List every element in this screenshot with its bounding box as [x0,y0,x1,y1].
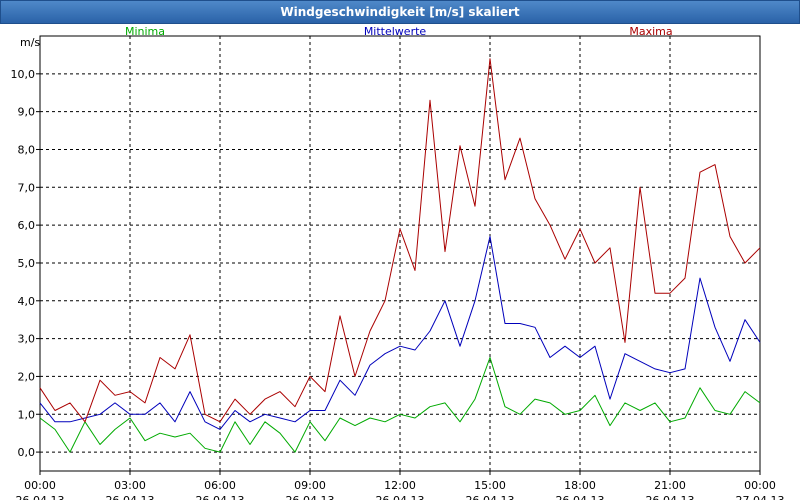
y-tick-label: 4,0 [18,295,36,308]
x-tick-time: 15:00 [474,479,506,492]
y-tick-label: 7,0 [18,181,36,194]
y-tick-label: 6,0 [18,219,36,232]
x-tick-time: 21:00 [654,479,686,492]
series-line-maxima [39,58,761,423]
x-tick-date: 26.04.13 [466,494,515,500]
x-tick-time: 18:00 [564,479,596,492]
x-tick-time: 09:00 [294,479,326,492]
legend-mittelwerte: Mittelwerte [364,25,427,38]
window-title: Windgeschwindigkeit [m/s] skaliert [0,0,800,24]
x-tick-date: 26.04.13 [556,494,605,500]
legend-maxima: Maxima [629,25,672,38]
series-group [39,58,761,453]
y-tick-label: 0,0 [18,446,36,459]
x-tick-time: 00:00 [744,479,776,492]
x-tick-time: 03:00 [114,479,146,492]
y-tick-label: 9,0 [18,106,36,119]
y-tick-label: 10,0 [11,68,36,81]
x-axis: 00:00 26.04.13 03:00 26.04.13 06:00 26.04.13 0… [16,471,785,500]
legend-minima: Minima [125,25,165,38]
x-tick-date: 26.04.13 [646,494,695,500]
y-tick-label: 8,0 [18,143,36,156]
series-line-minima [39,357,761,453]
y-axis-label: m/s [20,36,40,49]
x-tick-date: 26.04.13 [376,494,425,500]
x-tick-time: 12:00 [384,479,416,492]
x-tick-date: 26.04.13 [106,494,155,500]
x-tick-time: 00:00 [24,479,56,492]
x-tick-time: 06:00 [204,479,236,492]
y-tick-label: 5,0 [18,257,36,270]
grid [40,36,760,471]
wind-speed-chart: 0,0 1,0 2,0 3,0 4,0 5,0 6,0 7,0 8,0 9,0 10,0 00:00… [11,25,785,500]
y-tick-label: 1,0 [18,408,36,421]
x-tick-date: 26.04.13 [196,494,245,500]
y-tick-label: 3,0 [18,333,36,346]
x-tick-date: 26.04.13 [286,494,335,500]
y-tick-label: 2,0 [18,370,36,383]
x-tick-date: 26.04.13 [16,494,65,500]
y-axis: 0,0 1,0 2,0 3,0 4,0 5,0 6,0 7,0 8,0 9,0 10,0 [11,68,40,459]
x-tick-date: 27.04.13 [736,494,785,500]
series-line-mittelwerte [39,236,761,430]
